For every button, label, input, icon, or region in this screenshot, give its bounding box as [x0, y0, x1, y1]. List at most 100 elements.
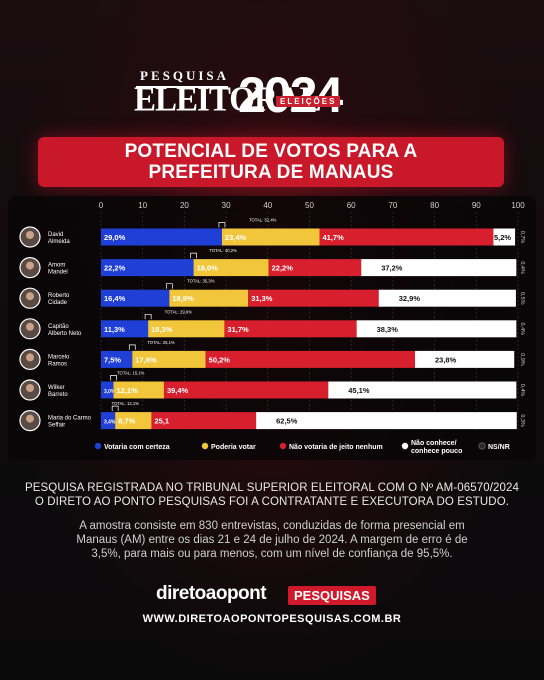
candidate-name: Mandel — [48, 270, 68, 276]
candidate-avatar-face — [26, 322, 34, 331]
legend-label: conhece pouco — [411, 448, 462, 455]
bar-segment — [268, 259, 362, 277]
data-label: 7,5% — [104, 355, 121, 364]
total-label: TOTAL: 40,2% — [209, 248, 237, 253]
legend-label: Não conhece/ — [411, 440, 457, 447]
candidate-name: David — [48, 232, 63, 238]
candidate-name: Almeida — [48, 239, 70, 245]
legend-marker — [201, 442, 209, 450]
bar-segment — [101, 350, 133, 368]
total-bracket — [111, 405, 119, 412]
total-bracket — [128, 344, 136, 350]
data-label: 3,4% — [104, 420, 116, 426]
data-label: 3,0% — [104, 389, 116, 395]
data-label: 31,3% — [251, 294, 273, 303]
data-label: 62,5% — [276, 417, 298, 426]
candidate-avatar-face — [26, 414, 34, 423]
x-tick-label: 80 — [430, 201, 439, 210]
data-label: 37,2% — [381, 264, 403, 273]
candidate-name: Barreto — [48, 392, 68, 398]
candidate-avatar-face — [26, 292, 34, 301]
candidate-name: Seffair — [48, 423, 65, 429]
x-tick-label: 90 — [472, 201, 481, 210]
bar-segment — [248, 289, 379, 307]
data-label: 8,7% — [118, 417, 135, 426]
bar-segment — [148, 320, 225, 338]
footer-line-1: PESQUISA REGISTRADA NO TRIBUNAL SUPERIOR… — [24, 482, 520, 494]
data-label: 17,6% — [135, 355, 157, 364]
bar-segment — [378, 289, 516, 307]
logo-pesquisa-text: PESQUISA — [140, 68, 230, 83]
x-tick-label: 100 — [511, 201, 525, 210]
total-bracket — [218, 222, 226, 228]
nsnr-label: 0,5% — [519, 292, 525, 305]
candidate-name: Maria do Carmo — [48, 416, 92, 422]
data-label: 25,1 — [154, 417, 169, 426]
brand-tag: PESQUISAS — [288, 586, 376, 605]
data-label: 22,2% — [272, 264, 294, 273]
bar-segment — [115, 412, 152, 430]
nsnr-label: 0,4% — [519, 384, 525, 397]
bar-segment — [328, 381, 517, 399]
total-label: TOTAL: 25,1% — [147, 340, 175, 345]
bar-segment — [493, 228, 516, 246]
title-line-1: POTENCIAL DE VOTOS PARA A — [124, 141, 418, 162]
bar-segment — [361, 259, 517, 277]
data-label: 31,7% — [227, 325, 249, 334]
legend-label: Não votaria de jeito nenhum — [289, 444, 383, 451]
bar-segment — [256, 412, 517, 430]
footer-line-2: O DIRETO AO PONTO PESQUISAS FOI A CONTRA… — [34, 496, 510, 508]
x-tick-label: 70 — [388, 201, 397, 210]
legend-marker — [478, 442, 486, 450]
nsnr-label: 0,7% — [519, 231, 525, 244]
bar-segment — [163, 381, 329, 399]
candidate-name: Wilker — [48, 385, 65, 391]
data-label: 18,0% — [197, 264, 219, 273]
data-label: 29,0% — [104, 233, 126, 242]
x-tick-label: 30 — [222, 201, 231, 210]
bar-segment — [356, 320, 517, 338]
data-label: 23,8% — [435, 355, 457, 364]
total-label: TOTAL: 35,3% — [187, 279, 215, 284]
legend-marker — [401, 442, 409, 450]
bar-segment — [101, 289, 170, 307]
footer-methodology: A amostra consiste em 830 entrevistas, c… — [0, 519, 544, 561]
bar-segment — [101, 412, 116, 430]
x-tick-label: 50 — [305, 201, 314, 210]
legend-label: Poderia votar — [211, 444, 256, 451]
data-label: 41,7% — [323, 233, 345, 242]
logo-year: 2024 — [238, 67, 343, 123]
candidate-name: Marcelo — [48, 354, 70, 360]
bar-segment — [224, 320, 357, 338]
candidate-name: Amom — [48, 263, 65, 269]
footer-line-5: 3,5%, para mais ou para menos, com um ní… — [91, 548, 453, 560]
brand-name: diretoaopont — [156, 583, 267, 604]
x-tick-label: 60 — [347, 201, 356, 210]
candidate-avatar-face — [26, 384, 34, 392]
bar-segment — [101, 381, 114, 399]
bar-segment — [193, 259, 269, 277]
pesquisa-eleitoral-logo: PESQUISA ELEITORAL 2024 ELEIÇÕES — [134, 66, 414, 132]
footer-registration: PESQUISA REGISTRADA NO TRIBUNAL SUPERIOR… — [0, 481, 544, 509]
legend-label: Votaria com certeza — [104, 444, 170, 451]
data-label: 16,4% — [104, 294, 126, 303]
candidate-name: Cidade — [48, 300, 68, 306]
candidate-avatar-face — [26, 261, 34, 270]
candidate-name: Capitão — [48, 324, 69, 330]
data-label: 38,3% — [377, 325, 399, 334]
candidate-name: Alberto Neto — [48, 331, 82, 337]
data-label: 50,2% — [209, 355, 231, 364]
data-label: 12,1% — [117, 386, 139, 395]
candidate-avatar-face — [26, 231, 34, 239]
bar-segment — [101, 228, 222, 246]
bar-segment — [415, 350, 515, 368]
total-label: TOTAL: 52,4% — [249, 218, 277, 223]
website-link[interactable]: WWW.DIRETOAOPONTOPESQUISAS.COM.BR — [142, 613, 402, 625]
data-label: 11,3% — [104, 325, 125, 334]
nsnr-label: 0,4% — [519, 261, 525, 274]
total-label: TOTAL: 15,1% — [117, 371, 145, 376]
footer-line-3: A amostra consiste em 830 entrevistas, c… — [79, 520, 465, 532]
data-label: 5,2% — [494, 233, 511, 242]
candidate-name: Ramos — [48, 361, 67, 367]
